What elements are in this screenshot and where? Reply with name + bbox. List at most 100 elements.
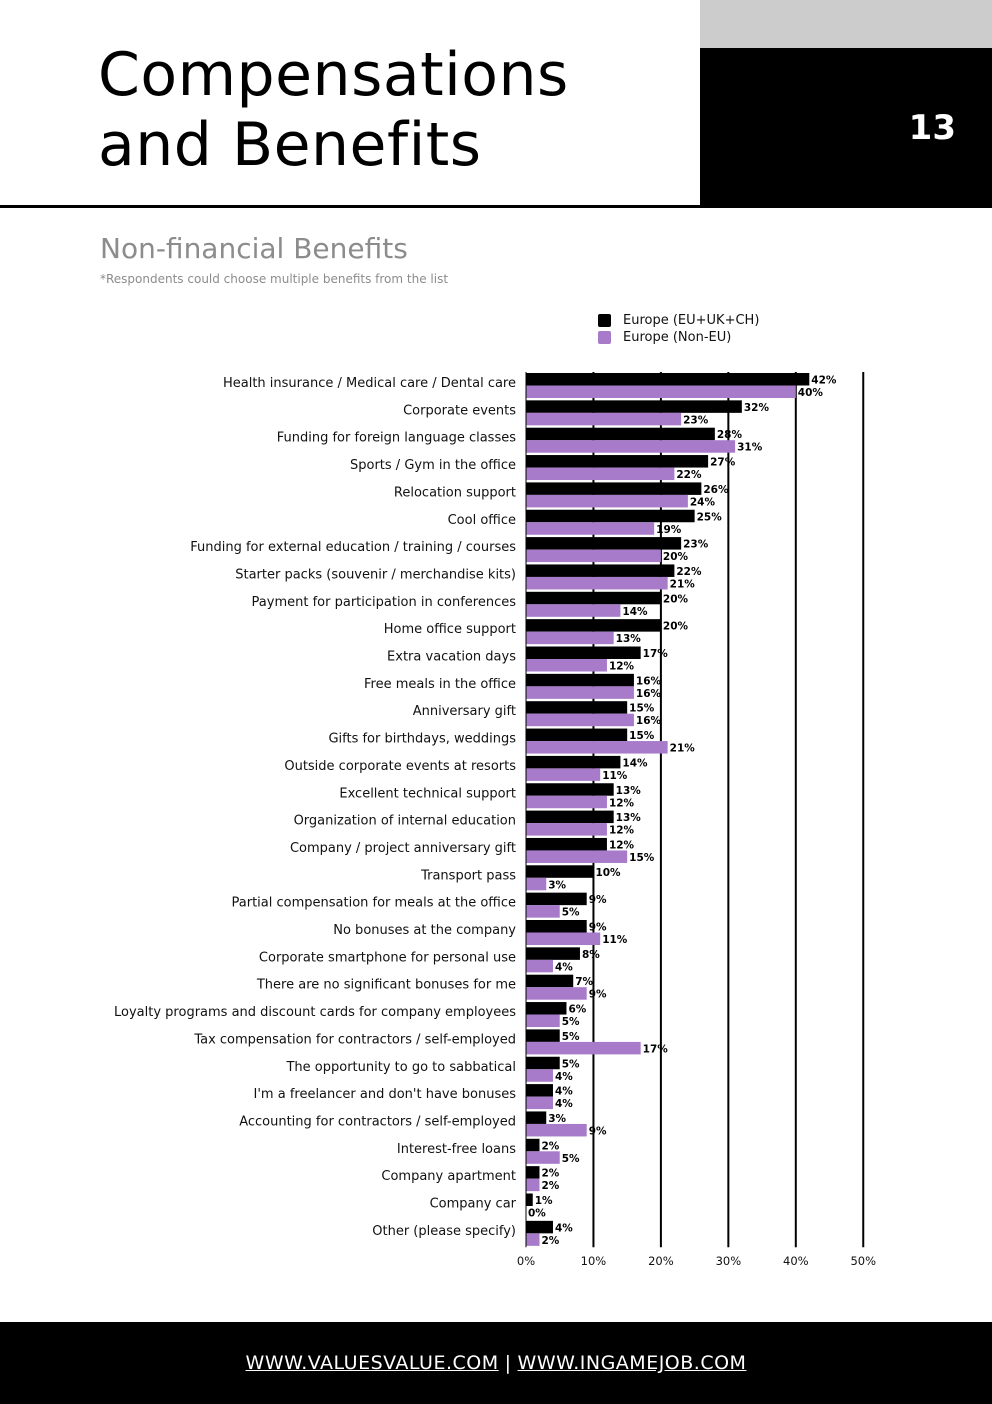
data-label: 23% [683,414,709,426]
data-label: 25% [697,511,723,523]
data-label: 15% [629,703,655,715]
bar-non-eu [526,713,634,727]
section-title: Non-financial Benefits [100,232,408,265]
data-label: 16% [636,688,662,700]
footer-link-valuesvalue[interactable]: WWW.VALUESVALUE.COM [245,1352,499,1374]
bar-non-eu [526,385,796,398]
data-label: 22% [676,566,702,578]
bar-non-eu [526,1014,560,1028]
bar-eu [526,509,695,523]
data-label: 13% [616,633,642,645]
bar-eu [526,1166,540,1179]
data-label: 4% [555,1098,573,1110]
category-label: Loyalty programs and discount cards for … [114,1005,516,1020]
bar-non-eu [526,1041,641,1055]
x-tick-label: 0% [517,1254,535,1268]
bar-non-eu [526,549,661,563]
data-label: 28% [717,429,743,441]
x-tick-label: 40% [783,1254,809,1268]
data-label: 20% [663,551,689,563]
bar-non-eu [526,1069,553,1082]
x-tick-label: 30% [716,1254,742,1268]
bar-non-eu [526,467,675,481]
bar-eu [526,564,675,577]
bar-non-eu [526,1096,553,1110]
data-label: 23% [683,539,709,551]
data-label: 19% [656,524,682,536]
data-label: 42% [811,375,837,387]
data-label: 22% [676,469,702,481]
data-label: 14% [622,606,648,618]
data-label: 9% [589,894,607,906]
data-label: 9% [589,922,607,934]
bar-non-eu [526,741,668,754]
data-label: 9% [589,1125,607,1137]
data-label: 31% [737,442,763,454]
data-label: 17% [643,648,669,660]
bar-non-eu [526,631,614,645]
footer-link-ingamejob[interactable]: WWW.INGAMEJOB.COM [517,1352,747,1374]
legend-swatch-series-2 [598,331,611,344]
data-label: 11% [602,934,628,946]
bar-eu [526,947,580,960]
data-label: 3% [548,879,566,891]
x-tick-label: 10% [581,1254,607,1268]
data-label: 15% [629,852,655,864]
data-label: 16% [636,675,662,687]
bar-eu [526,537,682,550]
data-label: 12% [609,825,635,837]
x-tick-label: 20% [648,1254,674,1268]
chart-legend: Europe (EU+UK+CH) Europe (Non-EU) [598,312,759,346]
data-label: 8% [582,949,600,961]
category-label: Health insurance / Medical care / Dental… [223,376,516,391]
data-label: 4% [555,961,573,973]
category-label: Gifts for birthdays, weddings [328,732,516,747]
bar-eu [526,1056,560,1070]
data-label: 11% [602,770,628,782]
category-label: Extra vacation days [387,650,516,665]
data-label: 4% [555,1071,573,1083]
legend-label-series-1: Europe (EU+UK+CH) [623,313,760,328]
bar-eu [526,1111,547,1124]
legend-label-series-2: Europe (Non-EU) [623,330,732,345]
data-label: 3% [548,1113,566,1125]
bar-eu [526,865,594,878]
data-label: 5% [562,1031,580,1043]
data-label: 15% [629,730,655,742]
data-label: 9% [589,989,607,1001]
data-label: 7% [575,976,593,988]
bar-eu [526,920,587,933]
bar-non-eu [526,576,668,590]
category-label: Home office support [384,622,516,637]
data-label: 2% [541,1140,559,1152]
category-label: Anniversary gift [413,704,516,719]
bar-eu [526,810,614,824]
data-label: 20% [663,621,689,633]
bar-non-eu [526,1178,540,1192]
data-label: 21% [670,743,696,755]
category-label: The opportunity to go to sabbatical [285,1060,516,1075]
bar-eu [526,482,702,495]
bar-eu [526,400,742,413]
bar-eu [526,974,574,988]
legend-swatch-series-1 [598,314,611,327]
page-title-line-1: Compensations [98,40,569,110]
bar-chart: Health insurance / Medical care / Dental… [114,372,876,1268]
category-label: Corporate events [403,403,516,418]
category-label: Relocation support [394,485,516,500]
data-label: 10% [595,867,621,879]
header-black-block [700,48,992,208]
data-label: 21% [670,578,696,590]
data-label: 6% [568,1004,586,1016]
category-label: Interest-free loans [397,1142,516,1157]
category-label: Cool office [448,513,516,528]
category-label: Funding for foreign language classes [277,431,516,446]
data-label: 5% [562,907,580,919]
data-label: 12% [609,839,635,851]
data-label: 12% [609,661,635,673]
data-label: 20% [663,593,689,605]
bar-eu [526,755,621,769]
page-title: Compensations and Benefits [98,40,698,180]
category-label: Company / project anniversary gift [290,841,516,856]
bar-eu [526,783,614,796]
